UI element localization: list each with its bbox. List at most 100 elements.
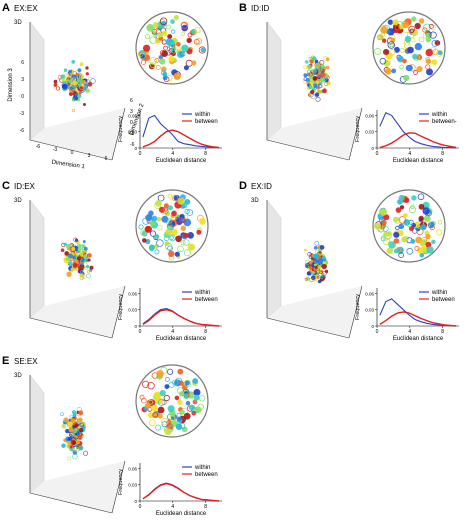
circle-point	[408, 25, 416, 33]
circle-point	[427, 221, 435, 229]
circle-point	[423, 220, 431, 228]
scatter-point	[77, 265, 81, 269]
scatter-point	[69, 436, 73, 440]
hist-x-tick-label: 0	[139, 151, 142, 157]
circle-point	[436, 229, 443, 236]
circle-point	[144, 225, 152, 233]
y-tick-label: 0	[130, 120, 133, 126]
hist-y-tick-label: 0	[371, 324, 374, 329]
scatter-point	[79, 247, 84, 253]
circle-point	[176, 41, 181, 47]
circle-point	[175, 235, 182, 243]
circle-point	[380, 26, 388, 34]
circle-point	[406, 64, 413, 72]
circle-point	[157, 194, 165, 202]
circle-point	[191, 60, 197, 66]
hist-y-tick-label: 0	[134, 499, 137, 504]
scatter-point	[303, 248, 307, 252]
panel-title: SE:EX	[14, 357, 38, 366]
scatter-point	[314, 88, 319, 93]
circle-point	[170, 219, 178, 227]
circle-point	[384, 67, 392, 75]
circle-point	[157, 32, 163, 38]
circle-point	[192, 378, 199, 384]
circle-point	[139, 394, 145, 400]
x-axis-label: Dimension 1	[51, 160, 86, 171]
circle-point	[151, 28, 158, 35]
scatter-point	[319, 245, 325, 250]
circle-point	[172, 379, 179, 386]
scatter-point	[79, 273, 85, 278]
scatter-point	[70, 267, 75, 272]
circle-point	[422, 27, 428, 33]
y-tick-label: -3	[130, 131, 135, 137]
scatter-point	[83, 450, 89, 456]
circle-point	[176, 416, 182, 422]
scatter-point	[312, 69, 317, 74]
scatter-point	[320, 72, 326, 78]
box3d: -6 -3 0 3 6 -6 -3 0 3 6 6 3 0 -3 -6 Dimension 3 Dimensio…	[8, 21, 146, 171]
circle-point	[167, 405, 175, 413]
scatter-point	[325, 57, 330, 62]
scatter-point	[55, 86, 60, 91]
scatter-point	[316, 63, 320, 67]
circle-point	[145, 214, 153, 222]
scatter-point	[71, 60, 76, 64]
scatter-point	[318, 258, 324, 264]
scatter-point	[305, 259, 311, 265]
circle-point	[398, 194, 405, 201]
box3d	[266, 199, 363, 339]
circle-point	[167, 34, 173, 40]
scatter-point	[309, 83, 314, 88]
circle-point	[158, 398, 166, 406]
panel-letter: A	[2, 2, 10, 14]
scatter-point	[76, 256, 81, 261]
scatter-point	[86, 273, 91, 279]
circle-point	[418, 203, 425, 210]
circle-point	[374, 48, 382, 56]
circle-point	[428, 23, 434, 29]
circle-point	[155, 199, 162, 207]
view-tag: 3D	[14, 20, 22, 26]
scatter-point	[304, 262, 311, 269]
scatter-point	[71, 108, 75, 112]
circle-point	[418, 36, 425, 43]
circle-point	[149, 230, 157, 237]
circle-point	[167, 193, 173, 199]
scatter-point	[74, 82, 79, 88]
x-tick-label: 0	[71, 150, 74, 156]
scatter-point	[312, 259, 318, 264]
scatter-point	[71, 88, 75, 92]
circle-point	[168, 55, 175, 63]
circle-point	[195, 37, 203, 45]
circle-point	[425, 58, 432, 65]
circle-point	[167, 205, 173, 211]
floor-plane	[267, 108, 362, 160]
scatter-point	[316, 73, 321, 78]
circle-view	[135, 364, 209, 438]
circle-point	[387, 241, 393, 246]
panel-graphic: 0 4 8 0 0.03 0.06 Euclidean distance Frequency w…	[266, 189, 459, 342]
back-plane	[29, 199, 45, 319]
circle-point	[417, 193, 425, 201]
circle-point	[406, 247, 414, 255]
legend-label: within	[194, 290, 210, 296]
circle-point	[183, 412, 191, 420]
circle-point	[170, 19, 175, 24]
circle-point	[186, 37, 192, 44]
circle-point	[162, 208, 169, 214]
circle-point	[163, 235, 170, 242]
y-axis-line	[111, 107, 126, 161]
scatter-point	[61, 443, 66, 448]
scatter-point	[317, 265, 322, 269]
circle-point	[401, 58, 407, 64]
scatter-point	[303, 73, 308, 78]
scatter-point	[307, 251, 312, 257]
circle-point	[144, 402, 151, 409]
circle-point	[399, 47, 405, 53]
circle-point	[154, 58, 160, 63]
circle-point	[143, 44, 151, 52]
histogram: 0 4 8 0 0.03 0.06 Euclidean distance Frequency w…	[118, 463, 222, 517]
scatter-point	[68, 74, 73, 79]
circle-point	[161, 50, 168, 57]
